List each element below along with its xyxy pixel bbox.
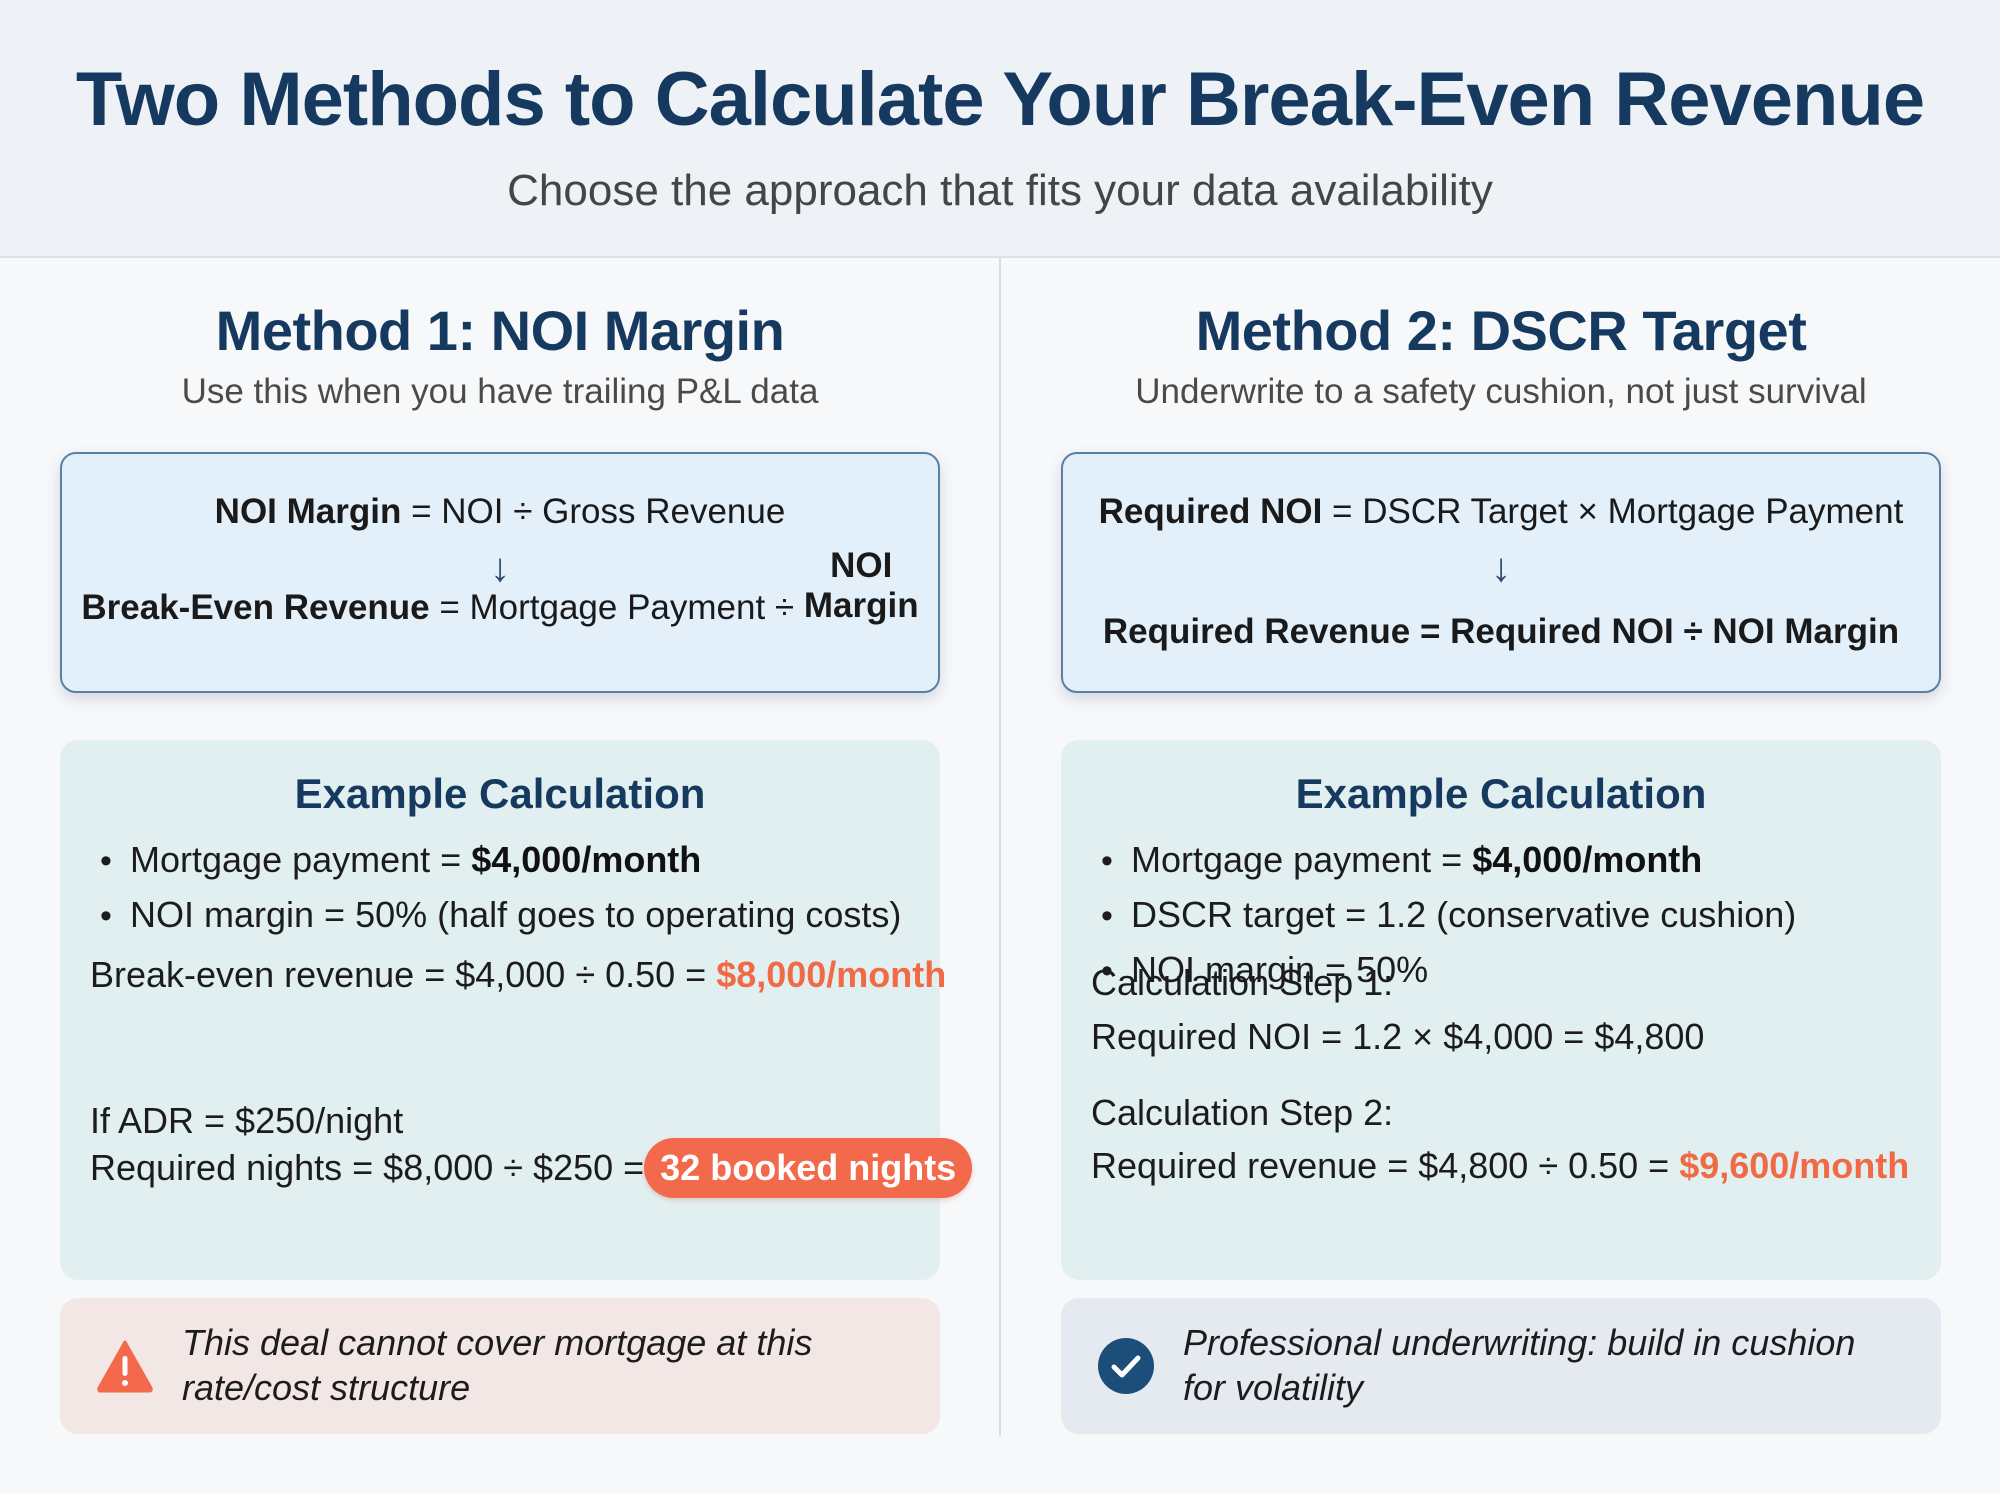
method1-title: Method 1: NOI Margin bbox=[215, 299, 785, 362]
required-revenue-result: $9,600/month bbox=[1679, 1145, 1910, 1186]
method2-example-title: Example Calculation bbox=[1295, 770, 1707, 817]
formula-term: NOI Margin bbox=[214, 492, 402, 531]
method2-formula-line1: Required NOI = DSCR Target × Mortgage Pa… bbox=[1063, 492, 1939, 532]
method1-column: Method 1: NOI Margin Use this when you h… bbox=[60, 258, 973, 1458]
noi-margin-stacked-term: NOI Margin bbox=[804, 546, 919, 626]
check-circle-icon bbox=[1098, 1338, 1154, 1394]
bullet-item: NOI margin = 50% (half goes to operating… bbox=[100, 887, 901, 942]
step1-calculation: Required NOI = 1.2 × $4,000 = $4,800 bbox=[1091, 1016, 1705, 1057]
page-subtitle: Choose the approach that fits your data … bbox=[507, 166, 1493, 215]
equals-sign: = bbox=[1410, 612, 1451, 651]
arrow-down-icon: ↓ bbox=[490, 546, 510, 590]
step2-calculation: Required revenue = $4,800 ÷ 0.50 = $9,60… bbox=[1091, 1145, 1909, 1187]
bullet-label: NOI margin = 50% bbox=[1131, 949, 1429, 990]
booked-nights-badge: 32 booked nights bbox=[644, 1138, 973, 1198]
breakeven-result: $8,000/month bbox=[716, 954, 947, 995]
bullet-item: Mortgage payment = $4,000/month bbox=[1101, 832, 1796, 887]
formula-expression: Required NOI ÷ NOI Margin bbox=[1450, 612, 1900, 651]
method2-formula-box: Required NOI = DSCR Target × Mortgage Pa… bbox=[1061, 452, 1941, 693]
method2-formula-line2: Required Revenue = Required NOI ÷ NOI Ma… bbox=[1063, 612, 1939, 652]
method1-formula-line1: NOI Margin = NOI ÷ Gross Revenue bbox=[62, 492, 938, 532]
formula-term: Required Revenue bbox=[1102, 612, 1411, 651]
formula-term: Required NOI bbox=[1098, 492, 1323, 531]
stacked-term-top: NOI bbox=[830, 545, 893, 585]
method2-example-bullets: Mortgage payment = $4,000/month DSCR tar… bbox=[1101, 832, 1796, 997]
method2-subtitle: Underwrite to a safety cushion, not just… bbox=[1135, 372, 1867, 411]
method2-title: Method 2: DSCR Target bbox=[1195, 299, 1807, 362]
bullet-value: $4,000/month bbox=[1472, 839, 1703, 880]
bullet-item: Mortgage payment = $4,000/month bbox=[100, 832, 901, 887]
step1-label: Calculation Step 1: bbox=[1091, 962, 1394, 1003]
bullet-label: NOI margin = 50% (half goes to operating… bbox=[130, 894, 902, 935]
step2-label: Calculation Step 2: bbox=[1091, 1092, 1394, 1133]
formula-expression: Mortgage Payment ÷ bbox=[469, 588, 804, 627]
page-header: Two Methods to Calculate Your Break-Even… bbox=[0, 0, 2000, 258]
stacked-term-bottom: Margin bbox=[803, 585, 919, 625]
page-title: Two Methods to Calculate Your Break-Even… bbox=[75, 57, 1925, 142]
method1-example-box: Example Calculation Mortgage payment = $… bbox=[60, 740, 973, 1280]
method1-formula-line2: Break-Even Revenue = Mortgage Payment ÷ … bbox=[62, 546, 938, 628]
warning-triangle-icon bbox=[97, 1340, 153, 1393]
method2-success-callout: Professional underwriting: build in cush… bbox=[1061, 1298, 1941, 1434]
method1-example-title: Example Calculation bbox=[294, 770, 706, 817]
formula-expression: DSCR Target × Mortgage Payment bbox=[1362, 492, 1904, 531]
equals-sign: = bbox=[401, 492, 442, 531]
adr-line: If ADR = $250/night bbox=[90, 1100, 404, 1141]
required-nights-line: Required nights = $8,000 ÷ $250 = 32 book… bbox=[90, 1138, 973, 1198]
warning-text: This deal cannot cover mortgage at this … bbox=[182, 1322, 813, 1408]
bullet-label: Mortgage payment = bbox=[130, 839, 472, 880]
equals-sign: = bbox=[1322, 492, 1363, 531]
formula-expression: NOI ÷ Gross Revenue bbox=[441, 492, 786, 531]
formula-term: Break-Even Revenue bbox=[81, 588, 430, 627]
bullet-label: DSCR target = 1.2 (conservative cushion) bbox=[1131, 894, 1797, 935]
column-divider bbox=[999, 258, 1001, 1436]
breakeven-calculation: Break-even revenue = $4,000 ÷ 0.50 = $8,… bbox=[90, 954, 946, 996]
method1-formula-box: NOI Margin = NOI ÷ Gross Revenue ↓ Break… bbox=[60, 452, 940, 693]
arrow-down-icon: ↓ bbox=[1491, 546, 1511, 590]
calc-text: Break-even revenue = $4,000 ÷ 0.50 = bbox=[90, 954, 717, 995]
equals-sign: = bbox=[429, 588, 470, 627]
method1-subtitle: Use this when you have trailing P&L data bbox=[181, 372, 819, 411]
calc-text: Required nights = $8,000 ÷ $250 = bbox=[90, 1147, 645, 1188]
method2-example-box: Example Calculation Mortgage payment = $… bbox=[1061, 740, 1941, 1280]
success-text: Professional underwriting: build in cush… bbox=[1183, 1322, 1856, 1408]
bullet-value: $4,000/month bbox=[471, 839, 702, 880]
bullet-item: NOI margin = 50% bbox=[1101, 942, 1796, 997]
bullet-item: DSCR target = 1.2 (conservative cushion) bbox=[1101, 887, 1796, 942]
bullet-label: Mortgage payment = bbox=[1131, 839, 1473, 880]
calc-text: Required revenue = $4,800 ÷ 0.50 = bbox=[1091, 1145, 1680, 1186]
method2-column: Method 2: DSCR Target Underwrite to a sa… bbox=[1061, 258, 1941, 1458]
method1-example-bullets: Mortgage payment = $4,000/month NOI marg… bbox=[100, 832, 901, 942]
method1-warning-callout: This deal cannot cover mortgage at this … bbox=[60, 1298, 940, 1434]
